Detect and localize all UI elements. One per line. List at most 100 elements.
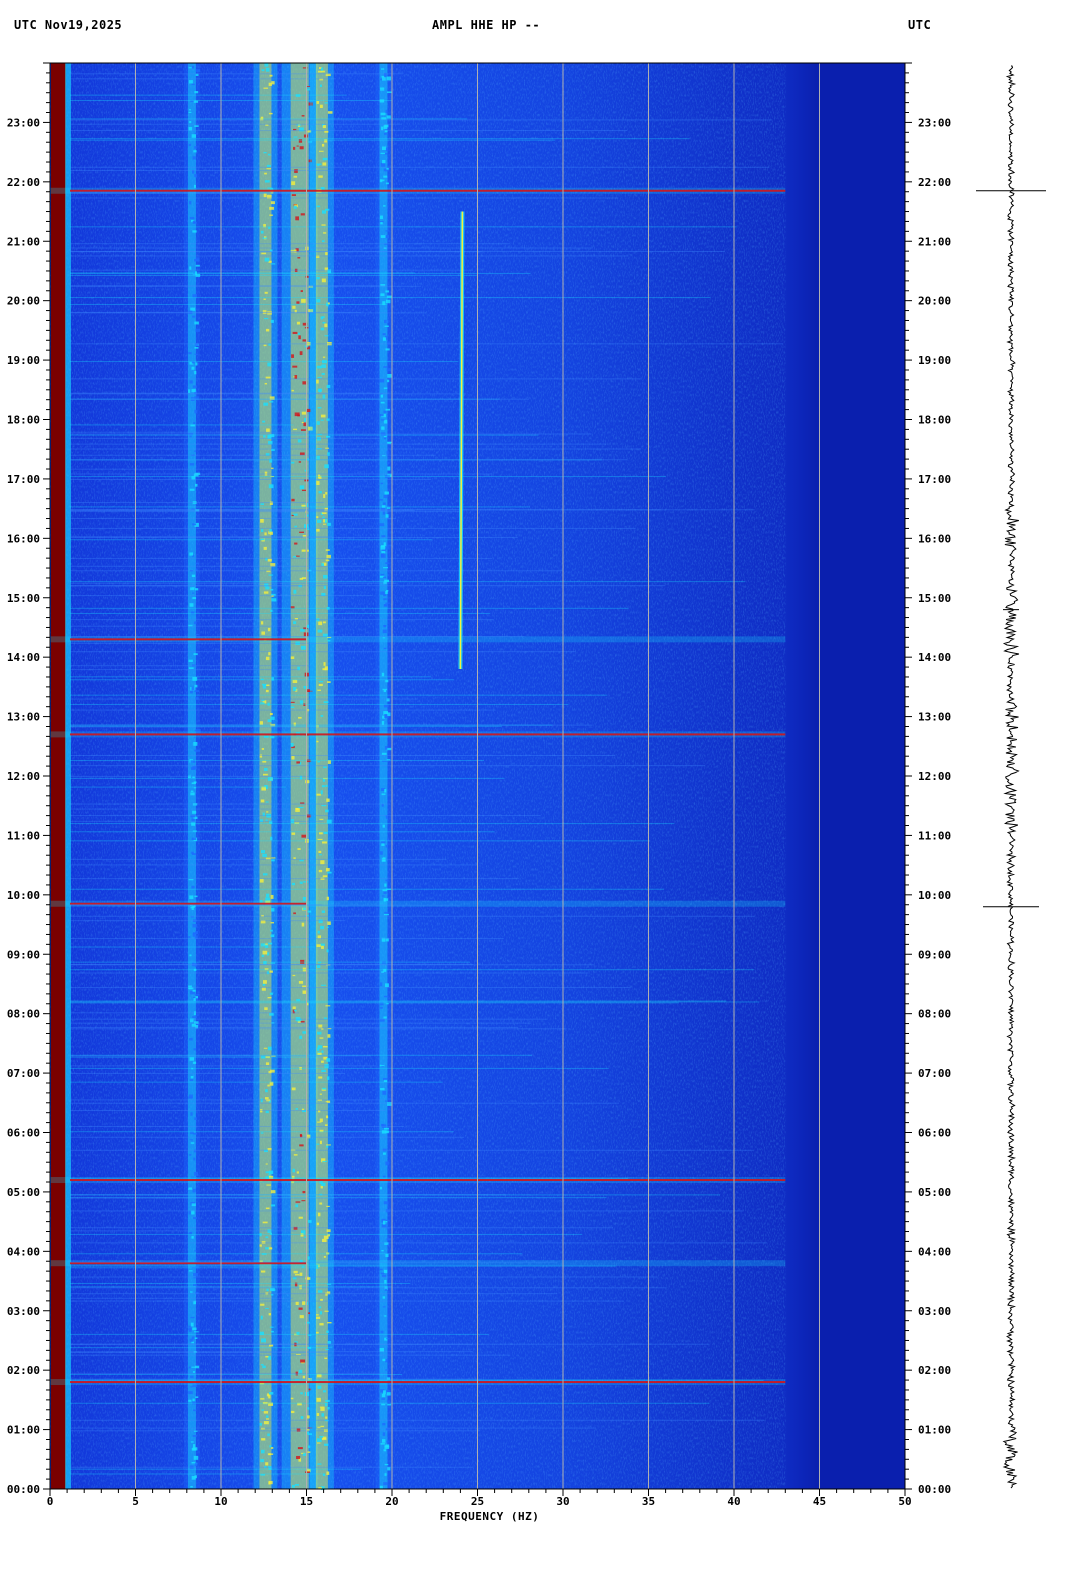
band-speckle bbox=[302, 67, 308, 69]
band-speckle bbox=[385, 1427, 391, 1431]
band-speckle bbox=[293, 175, 298, 178]
band-speckle bbox=[316, 481, 320, 485]
band-speckle bbox=[270, 1287, 275, 1292]
band-speckle bbox=[303, 881, 309, 883]
band-speckle bbox=[194, 1022, 200, 1027]
band-speckle bbox=[192, 1061, 197, 1064]
band-speckle bbox=[299, 1315, 304, 1319]
y-tick-label-left: 03:00 bbox=[7, 1305, 40, 1318]
striation bbox=[70, 468, 290, 470]
striation bbox=[70, 138, 690, 140]
band-speckle bbox=[193, 1048, 197, 1051]
band-speckle bbox=[318, 869, 323, 873]
band-speckle bbox=[259, 1381, 265, 1385]
striation bbox=[70, 1067, 609, 1069]
band-speckle bbox=[191, 476, 196, 480]
striation bbox=[70, 197, 619, 199]
y-tick-label-left: 01:00 bbox=[7, 1424, 40, 1437]
band-speckle bbox=[386, 240, 392, 242]
band-speckle bbox=[381, 672, 385, 677]
band-speckle bbox=[321, 785, 325, 788]
band-speckle bbox=[386, 747, 392, 751]
band-speckle bbox=[292, 1006, 296, 1010]
event-line bbox=[50, 1177, 786, 1184]
band-speckle bbox=[193, 653, 198, 656]
band-speckle bbox=[324, 1124, 328, 1127]
band-speckle bbox=[264, 382, 268, 385]
band-speckle bbox=[316, 1047, 320, 1051]
band-speckle bbox=[382, 1358, 387, 1362]
band-speckle bbox=[316, 1222, 320, 1226]
band-speckle bbox=[270, 593, 276, 597]
band-speckle bbox=[270, 609, 273, 612]
band-speckle bbox=[190, 1322, 194, 1327]
band-speckle bbox=[317, 1031, 322, 1035]
band-speckle bbox=[293, 205, 297, 209]
band-speckle bbox=[380, 235, 386, 238]
band-speckle bbox=[301, 834, 307, 838]
band-speckle bbox=[317, 376, 322, 379]
band-speckle bbox=[193, 221, 197, 224]
band-speckle bbox=[325, 784, 328, 787]
band-speckle bbox=[261, 631, 266, 635]
band-speckle bbox=[296, 145, 299, 147]
striation bbox=[70, 703, 569, 705]
band-speckle bbox=[188, 775, 191, 779]
band-speckle bbox=[385, 230, 390, 232]
band-speckle bbox=[195, 264, 200, 267]
y-tick-label-left: 11:00 bbox=[7, 829, 40, 842]
band-speckle bbox=[306, 342, 311, 346]
band-speckle bbox=[194, 684, 198, 688]
band-speckle bbox=[195, 73, 199, 76]
band-speckle bbox=[383, 437, 387, 440]
band-speckle bbox=[386, 1338, 390, 1340]
band-speckle bbox=[383, 247, 387, 249]
band-speckle bbox=[270, 201, 275, 205]
striation bbox=[70, 1265, 616, 1267]
band-speckle bbox=[190, 1386, 193, 1388]
band-speckle bbox=[301, 489, 307, 492]
band-speckle bbox=[322, 668, 327, 671]
striation bbox=[70, 987, 631, 989]
band-speckle bbox=[305, 1415, 310, 1419]
band-speckle bbox=[188, 432, 194, 436]
band-speckle bbox=[324, 1310, 329, 1312]
band-speckle bbox=[270, 1069, 275, 1073]
band-speckle bbox=[385, 1130, 389, 1134]
band-speckle bbox=[296, 555, 300, 557]
striation bbox=[70, 1473, 325, 1475]
band-speckle bbox=[192, 803, 198, 806]
striation bbox=[70, 303, 388, 305]
x-tick-label: 50 bbox=[898, 1495, 911, 1508]
band-speckle bbox=[323, 1235, 329, 1239]
band-speckle bbox=[270, 929, 273, 932]
striation bbox=[70, 509, 755, 511]
band-speckle bbox=[189, 1338, 193, 1342]
band-speckle bbox=[260, 518, 264, 523]
band-speckle bbox=[380, 545, 386, 550]
y-tick-label-right: 03:00 bbox=[918, 1305, 951, 1318]
band-speckle bbox=[325, 492, 328, 495]
band-speckle bbox=[307, 141, 313, 143]
band-speckle bbox=[265, 1089, 268, 1093]
band-speckle bbox=[190, 759, 196, 763]
band-speckle bbox=[271, 1055, 276, 1057]
band-speckle bbox=[270, 588, 274, 591]
band-speckle bbox=[324, 267, 329, 271]
band-speckle bbox=[300, 645, 306, 650]
band-speckle bbox=[267, 1229, 272, 1233]
band-speckle bbox=[193, 271, 196, 275]
band-speckle bbox=[302, 907, 307, 911]
band-speckle bbox=[384, 911, 389, 914]
band-speckle bbox=[321, 143, 325, 147]
band-speckle bbox=[386, 360, 391, 363]
band-speckle bbox=[298, 716, 302, 719]
band-speckle bbox=[319, 1435, 324, 1438]
band-speckle bbox=[290, 1410, 295, 1414]
band-speckle bbox=[189, 266, 192, 270]
band-speckle bbox=[381, 1398, 386, 1400]
band-speckle bbox=[383, 542, 386, 547]
band-speckle bbox=[316, 100, 320, 104]
band-speckle bbox=[385, 1369, 388, 1371]
band-speckle bbox=[317, 70, 323, 73]
